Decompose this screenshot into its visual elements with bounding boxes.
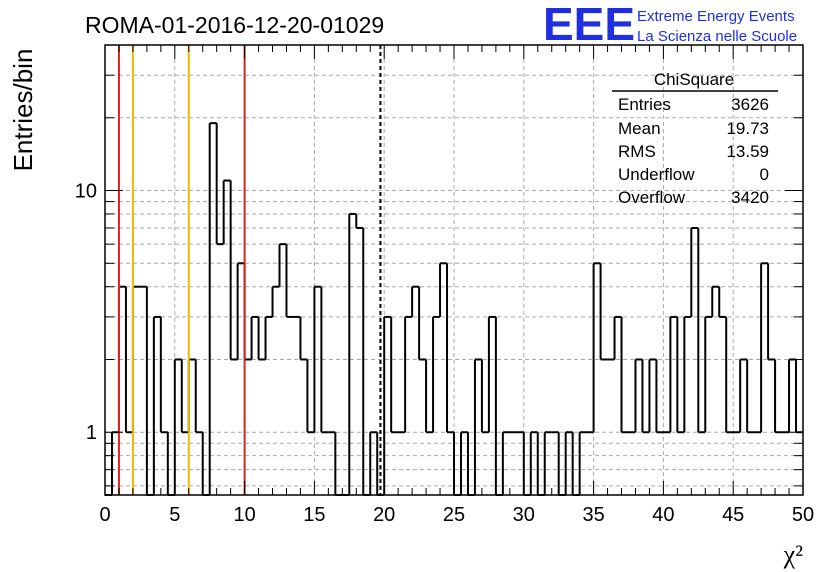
- stats-title: ChiSquare: [654, 70, 734, 89]
- eee-logo: EEE Extreme Energy Events La Scienza nel…: [543, 0, 797, 50]
- x-tick-label: 35: [582, 504, 604, 526]
- y-tick-label: 1: [86, 422, 97, 444]
- logo-line-2: La Scienza nelle Scuole: [637, 28, 797, 45]
- stats-label-overflow: Overflow: [618, 188, 686, 207]
- stats-box: ChiSquare Entries 3626 Mean 19.73 RMS 13…: [612, 70, 778, 207]
- reference-lines: [117, 45, 382, 495]
- logo-line-1: Extreme Energy Events: [637, 8, 795, 25]
- stats-label-underflow: Underflow: [618, 165, 695, 184]
- logo-eee-text: EEE: [543, 0, 635, 50]
- stats-value-underflow: 0: [760, 165, 769, 184]
- stats-value-mean: 19.73: [726, 119, 769, 138]
- stats-label-mean: Mean: [618, 119, 661, 138]
- x-tick-label: 50: [792, 504, 814, 526]
- x-tick-label: 40: [652, 504, 674, 526]
- axis-ticks: 0 5 10 15 20 25 30 35 40 45 50 1 10: [75, 44, 814, 526]
- x-tick-label: 30: [513, 504, 535, 526]
- stats-value-overflow: 3420: [731, 188, 769, 207]
- x-tick-label: 25: [443, 504, 465, 526]
- stats-value-entries: 3626: [731, 95, 769, 114]
- x-tick-label: 20: [373, 504, 395, 526]
- x-tick-label: 15: [303, 504, 325, 526]
- x-tick-label: 45: [722, 504, 744, 526]
- x-tick-label: 5: [169, 504, 180, 526]
- stats-value-rms: 13.59: [726, 142, 769, 161]
- y-axis-title: Entries/bin: [8, 49, 38, 172]
- stats-label-entries: Entries: [618, 95, 671, 114]
- x-tick-label: 0: [99, 504, 110, 526]
- x-axis-title: χ²: [783, 540, 804, 569]
- stats-label-rms: RMS: [618, 142, 656, 161]
- chart-title: ROMA-01-2016-12-20-01029: [85, 12, 384, 38]
- x-tick-label: 10: [233, 504, 255, 526]
- y-tick-label: 10: [75, 181, 97, 203]
